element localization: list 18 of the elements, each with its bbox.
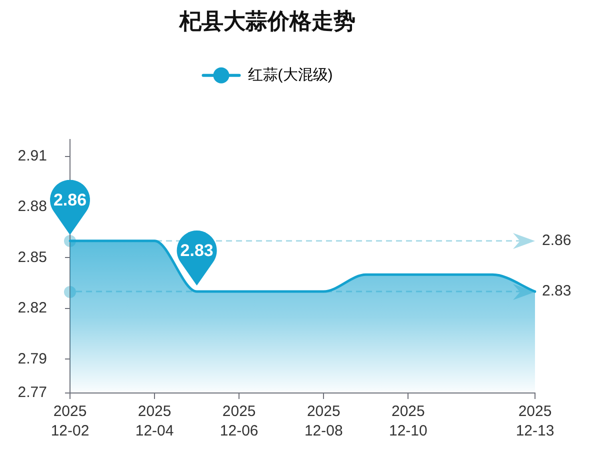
y-tick-label: 2.77 <box>18 384 47 402</box>
x-tick-label: 2025 12-04 <box>135 402 174 440</box>
y-tick-label: 2.91 <box>18 147 47 164</box>
y-tick-label: 2.79 <box>18 350 47 368</box>
x-tick-label: 2025 12-13 <box>516 402 554 440</box>
y-tick-label: 2.88 <box>18 198 47 216</box>
y-tick-label: 2.82 <box>18 300 47 317</box>
legend-label: 红蒜(大混级) <box>248 66 333 84</box>
x-tick-label: 2025 12-06 <box>220 402 258 440</box>
annotation: 2.86 <box>53 190 87 210</box>
chart-title: 杞县大蒜价格走势 <box>178 8 356 34</box>
x-tick-label: 2025 12-10 <box>388 402 428 440</box>
ref-line-label: 2.83 <box>542 282 572 300</box>
x-tick-label: 2025 12-02 <box>50 402 90 440</box>
y-tick-label: 2.85 <box>18 248 47 266</box>
ref-line-label: 2.86 <box>542 232 572 249</box>
annotation: 2.83 <box>180 241 214 260</box>
x-tick-label: 2025 12-08 <box>304 402 343 440</box>
